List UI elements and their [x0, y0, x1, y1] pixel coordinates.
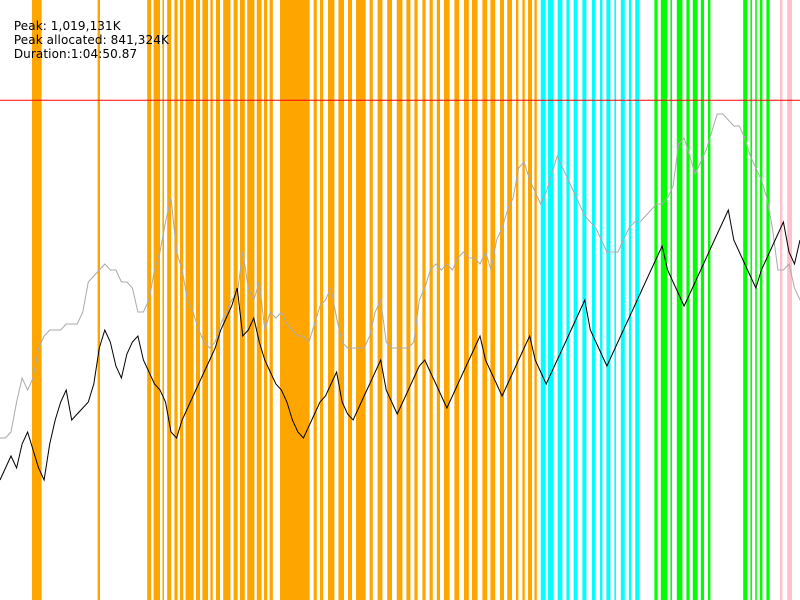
phase-band-orange [406, 0, 411, 600]
phase-band-orange [320, 0, 324, 600]
phase-band-orange [180, 0, 184, 600]
phase-band-orange [436, 0, 440, 600]
phase-band-orange [210, 0, 213, 600]
series-group [0, 113, 800, 482]
phase-band-orange [522, 0, 525, 600]
phase-band-orange [174, 0, 178, 600]
phase-band-orange [162, 0, 164, 600]
phase-band-orange [500, 0, 504, 600]
phase-band-orange [444, 0, 450, 600]
phase-band-orange [153, 0, 160, 600]
phase-band-orange [396, 0, 403, 600]
phase-band-orange [167, 0, 172, 600]
phase-band-orange [422, 0, 426, 600]
phase-band-orange [482, 0, 488, 600]
duration-label: Duration:1:04:50.87 [13, 47, 138, 61]
phase-band-cyan [548, 0, 554, 600]
phase-band-green [654, 0, 658, 600]
phase-band-orange [472, 0, 478, 600]
phase-band-orange [247, 0, 255, 600]
phase-band-cyan [628, 0, 632, 600]
phase-band-green [670, 0, 672, 600]
phase-band-orange [196, 0, 200, 600]
phase-band-cyan [557, 0, 563, 600]
phase-band-green [750, 0, 752, 600]
phase-band-green [760, 0, 763, 600]
phase-band-cyan [620, 0, 625, 600]
phase-band-cyan [606, 0, 611, 600]
phase-band-pink [780, 0, 783, 600]
phase-band-green [700, 0, 704, 600]
phase-band-orange [256, 0, 262, 600]
series-line-1 [0, 113, 800, 439]
phase-band-orange [264, 0, 268, 600]
phase-band-orange [185, 0, 194, 600]
phase-band-orange [516, 0, 519, 600]
phase-band-green [660, 0, 668, 600]
phase-band-green [766, 0, 770, 600]
phase-band-orange [280, 0, 310, 600]
phase-band-orange [414, 0, 418, 600]
phase-band-orange [202, 0, 208, 600]
phase-band-orange [223, 0, 231, 600]
phase-band-orange [338, 0, 344, 600]
phase-band-orange [528, 0, 532, 600]
phase-band-orange [356, 0, 366, 600]
peak-label: Peak: 1,019,131K [13, 19, 121, 33]
peak-allocated-label: Peak allocated: 841,324K [13, 33, 169, 47]
phase-band-cyan [592, 0, 596, 600]
phase-band-green [708, 0, 711, 600]
phase-band-cyan [540, 0, 546, 600]
phase-band-orange [233, 0, 238, 600]
stats-header: Peak: 1,019,131K Peak allocated: 841,324… [6, 5, 179, 61]
phase-band-orange [216, 0, 220, 600]
series-line-2 [0, 208, 800, 482]
phase-band-orange [454, 0, 460, 600]
phase-bands [32, 0, 792, 600]
phase-band-orange [429, 0, 433, 600]
phase-band-orange [348, 0, 352, 600]
phase-band-orange [313, 0, 317, 600]
phase-band-orange [377, 0, 383, 600]
phase-band-orange [387, 0, 392, 600]
phase-band-green [676, 0, 683, 600]
phase-band-orange [507, 0, 512, 600]
phase-band-orange [534, 0, 537, 600]
phase-band-orange [240, 0, 245, 600]
phase-band-orange [328, 0, 335, 600]
phase-band-green [686, 0, 690, 600]
phase-band-cyan [614, 0, 616, 600]
phase-band-pink [787, 0, 792, 600]
phase-band-cyan [573, 0, 578, 600]
phase-band-orange [32, 0, 42, 600]
phase-band-cyan [600, 0, 603, 600]
phase-band-orange [269, 0, 273, 600]
phase-band-cyan [566, 0, 570, 600]
phase-band-orange [490, 0, 496, 600]
phase-band-green [692, 0, 698, 600]
phase-band-orange [464, 0, 469, 600]
phase-band-orange [369, 0, 373, 600]
phase-band-orange [97, 0, 100, 600]
phase-band-green [755, 0, 757, 600]
phase-band-green [743, 0, 748, 600]
